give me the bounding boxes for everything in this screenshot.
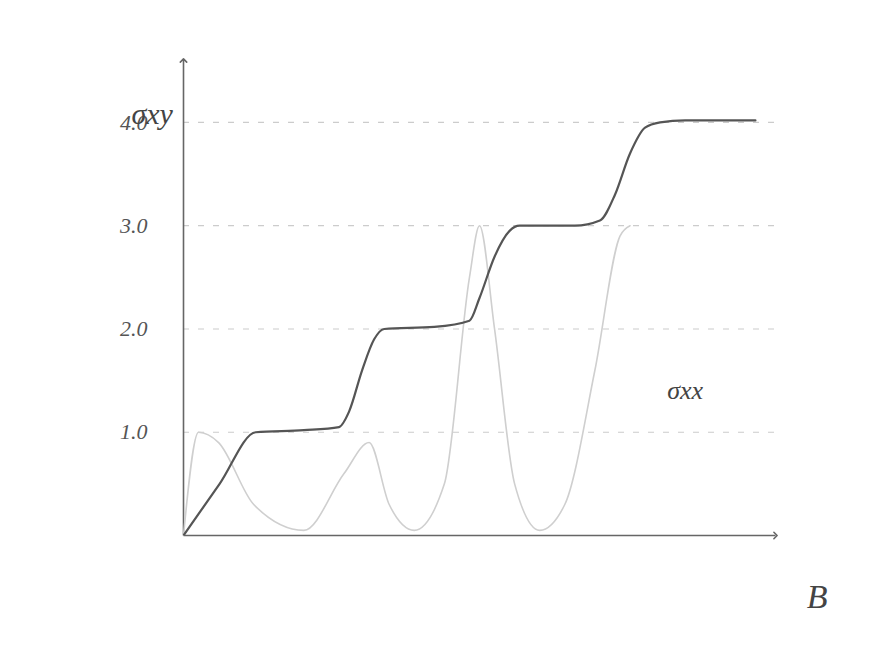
svg-text:σxx: σxx bbox=[667, 376, 703, 405]
svg-text:1.0: 1.0 bbox=[120, 419, 148, 444]
svg-text:3.0: 3.0 bbox=[119, 213, 148, 238]
svg-text:2.0: 2.0 bbox=[120, 316, 148, 341]
svg-text:B: B bbox=[807, 578, 828, 615]
svg-text:σxy: σxy bbox=[132, 97, 174, 130]
